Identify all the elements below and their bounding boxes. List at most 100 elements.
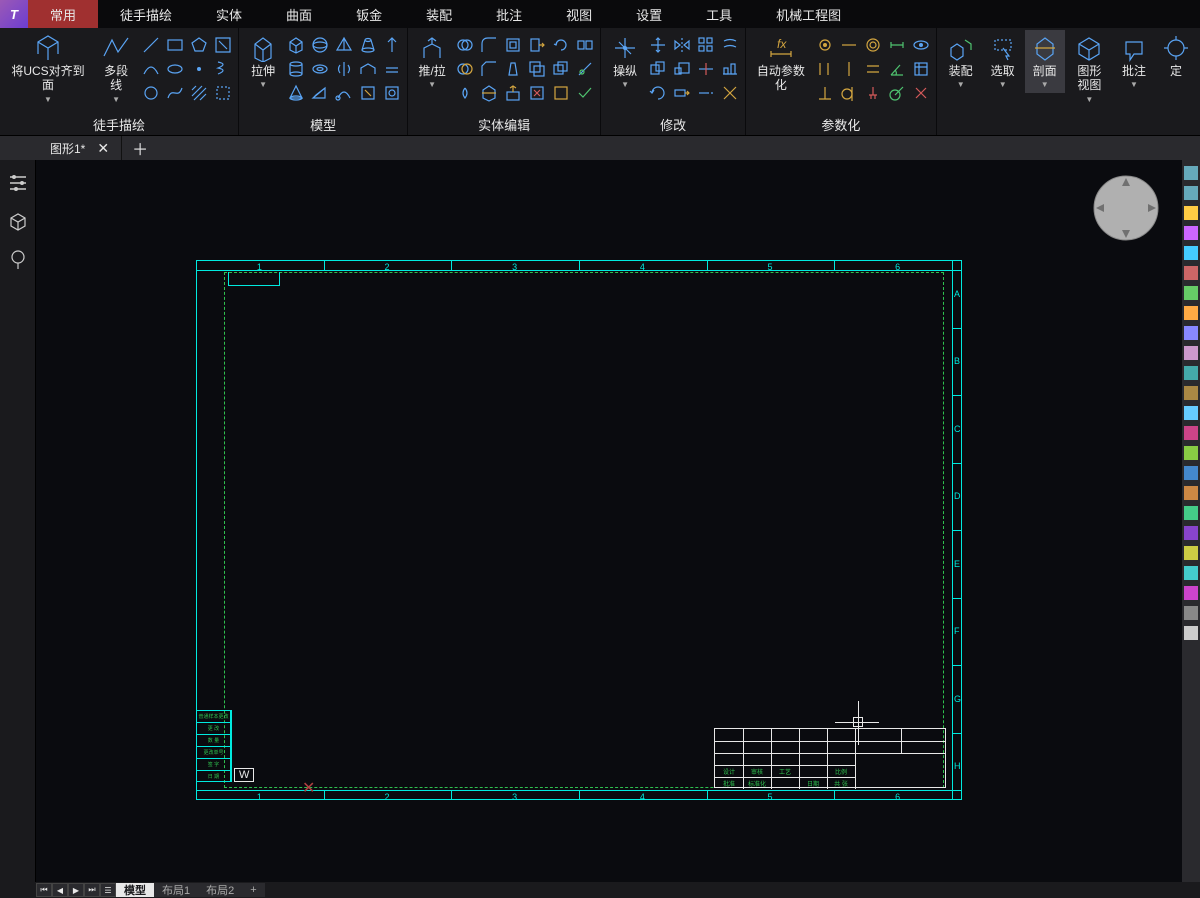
rect-icon[interactable] [164, 34, 186, 56]
menu-item-common[interactable]: 常用 [28, 0, 98, 28]
manipulate-button[interactable]: 操纵 ▼ [605, 30, 645, 93]
color-face-icon[interactable] [550, 82, 572, 104]
circle-icon[interactable] [140, 82, 162, 104]
loft-icon[interactable] [357, 34, 379, 56]
show-constraints-icon[interactable] [910, 34, 932, 56]
assembly-button[interactable]: 装配▼ [941, 30, 981, 93]
revolve-icon[interactable] [333, 58, 355, 80]
palette-tool-11[interactable] [1184, 386, 1198, 400]
dim-angular-icon[interactable] [886, 58, 908, 80]
palette-tool-17[interactable] [1184, 506, 1198, 520]
shell-icon[interactable] [502, 34, 524, 56]
palette-tool-1[interactable] [1184, 186, 1198, 200]
palette-tool-20[interactable] [1184, 566, 1198, 580]
extrude-button[interactable]: 拉伸 ▼ [243, 30, 283, 93]
settings-sliders-icon[interactable] [7, 172, 29, 194]
extrude-face-icon[interactable] [502, 82, 524, 104]
hatch-icon[interactable] [188, 82, 210, 104]
sphere-icon[interactable] [309, 34, 331, 56]
delete-face-icon[interactable] [526, 82, 548, 104]
spline-icon[interactable] [164, 82, 186, 104]
menu-item-sheetmetal[interactable]: 钣金 [334, 0, 404, 28]
constraint-fix-icon[interactable] [862, 82, 884, 104]
clean-icon[interactable] [574, 58, 596, 80]
stretch-icon[interactable] [671, 82, 693, 104]
arc-icon[interactable] [140, 58, 162, 80]
move-icon[interactable] [647, 34, 669, 56]
palette-tool-0[interactable] [1184, 166, 1198, 180]
delete-constraints-icon[interactable] [910, 82, 932, 104]
menu-item-annotate[interactable]: 批注 [474, 0, 544, 28]
layout-tab-1[interactable]: 布局1 [154, 883, 198, 897]
scale-icon[interactable] [671, 58, 693, 80]
menu-item-assembly[interactable]: 装配 [404, 0, 474, 28]
check-icon[interactable] [574, 82, 596, 104]
palette-tool-4[interactable] [1184, 246, 1198, 260]
constraint-perpendicular-icon[interactable] [814, 82, 836, 104]
menu-item-mecheng[interactable]: 机械工程图 [754, 0, 863, 28]
palette-tool-19[interactable] [1184, 546, 1198, 560]
palette-tool-5[interactable] [1184, 266, 1198, 280]
palette-tool-6[interactable] [1184, 286, 1198, 300]
intersect-icon[interactable] [454, 82, 476, 104]
palette-tool-7[interactable] [1184, 306, 1198, 320]
line-icon[interactable] [140, 34, 162, 56]
align-icon[interactable] [719, 58, 741, 80]
close-tab-icon[interactable]: ✕ [93, 140, 113, 157]
new-tab-button[interactable]: ＋ [122, 136, 158, 160]
torus-icon[interactable] [309, 58, 331, 80]
palette-tool-21[interactable] [1184, 586, 1198, 600]
constraint-tangent-icon[interactable] [838, 82, 860, 104]
explode-icon[interactable] [719, 82, 741, 104]
ellipse-icon[interactable] [164, 58, 186, 80]
wedge-icon[interactable] [309, 82, 331, 104]
palette-tool-2[interactable] [1184, 206, 1198, 220]
menu-item-tools[interactable]: 工具 [684, 0, 754, 28]
pyramid-icon[interactable] [333, 34, 355, 56]
palette-tool-18[interactable] [1184, 526, 1198, 540]
dim-linear-icon[interactable] [886, 34, 908, 56]
sweep-icon[interactable] [333, 82, 355, 104]
mirror-icon[interactable] [671, 34, 693, 56]
trim-icon[interactable] [695, 58, 717, 80]
array-icon[interactable] [695, 34, 717, 56]
palette-tool-14[interactable] [1184, 446, 1198, 460]
drawing-canvas[interactable]: 123456 123456 ABCDEFGH 普通样本更改 更 改 数 量 更改… [36, 160, 1182, 882]
layout-tab-add[interactable]: + [242, 883, 264, 897]
palette-tool-23[interactable] [1184, 626, 1198, 640]
slice-icon[interactable] [478, 82, 500, 104]
rotate-face-icon[interactable] [550, 34, 572, 56]
union-icon[interactable] [454, 34, 476, 56]
dim-radial-icon[interactable] [886, 82, 908, 104]
copy-icon[interactable] [647, 58, 669, 80]
layout-tab-model[interactable]: 模型 [116, 883, 154, 897]
polygon-icon[interactable] [188, 34, 210, 56]
balloon-icon[interactable] [7, 248, 29, 270]
polysolid-icon[interactable] [357, 58, 379, 80]
autoparam-button[interactable]: fx 自动参数化 [750, 30, 812, 97]
tab-nav-list[interactable]: ☰ [100, 883, 116, 897]
palette-tool-13[interactable] [1184, 426, 1198, 440]
view-compass[interactable] [1090, 172, 1162, 244]
locate-button[interactable]: 定 [1156, 30, 1196, 82]
palette-tool-8[interactable] [1184, 326, 1198, 340]
imprint-icon[interactable] [381, 82, 403, 104]
box-3d-icon[interactable] [7, 210, 29, 232]
taper-icon[interactable] [502, 58, 524, 80]
copy-face-icon[interactable] [550, 58, 572, 80]
offset-icon[interactable] [719, 34, 741, 56]
palette-tool-16[interactable] [1184, 486, 1198, 500]
file-tab-1[interactable]: 图形1* ✕ [42, 136, 122, 160]
constraint-equal-icon[interactable] [862, 58, 884, 80]
tab-nav-prev[interactable]: ◀ [52, 883, 68, 897]
graphic-view-button[interactable]: 图形视图▼ [1067, 30, 1112, 108]
tab-nav-last[interactable]: ⏭ [84, 883, 100, 897]
palette-tool-3[interactable] [1184, 226, 1198, 240]
tab-nav-first[interactable]: ⏮ [36, 883, 52, 897]
separate-icon[interactable] [574, 34, 596, 56]
extend-icon[interactable] [695, 82, 717, 104]
tab-nav-next[interactable]: ▶ [68, 883, 84, 897]
constraint-horizontal-icon[interactable] [838, 34, 860, 56]
fillet-icon[interactable] [478, 34, 500, 56]
palette-tool-15[interactable] [1184, 466, 1198, 480]
